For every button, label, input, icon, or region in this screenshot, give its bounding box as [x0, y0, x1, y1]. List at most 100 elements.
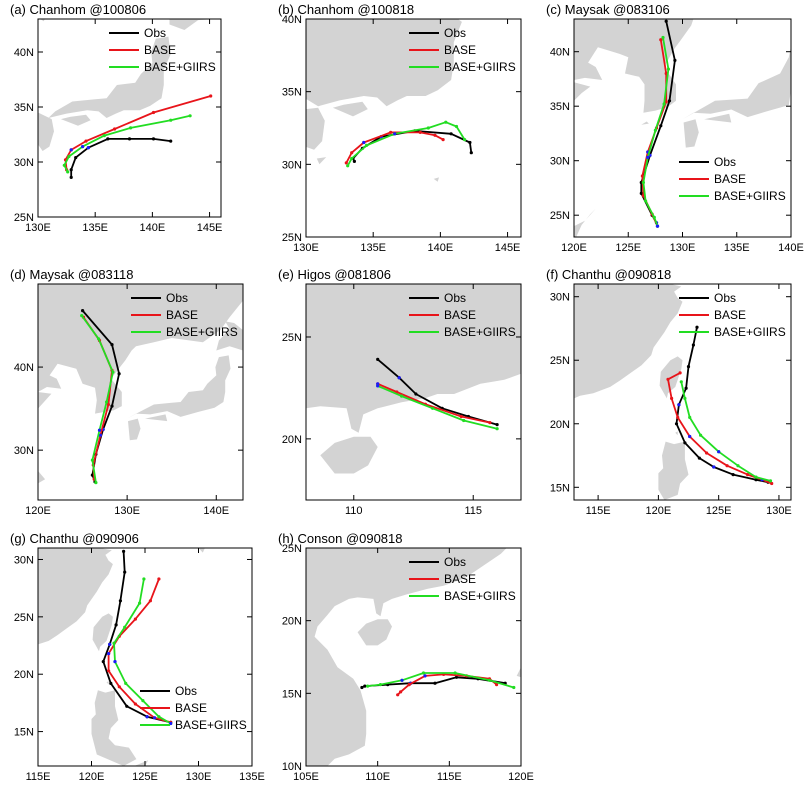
track-point: [469, 151, 473, 155]
track-point: [691, 343, 696, 347]
track-point: [106, 402, 110, 407]
track-point: [396, 693, 400, 697]
track-point: [639, 191, 643, 195]
x-tick-label: 135E: [360, 242, 386, 254]
land-area: [198, 548, 205, 553]
plot-frame: [37, 283, 244, 501]
land-area: [306, 284, 521, 433]
day-marker: [646, 155, 650, 159]
x-tick-label: 145E: [197, 222, 223, 234]
series-line-obs: [70, 137, 171, 178]
series-line-base-giirs: [63, 114, 191, 173]
track-point: [512, 685, 516, 690]
track-point: [679, 380, 683, 384]
map-layer: [306, 284, 521, 474]
x-tick-label: 125E: [706, 505, 732, 517]
legend-label: BASE: [166, 308, 198, 322]
track-point: [112, 641, 116, 645]
track-point: [169, 118, 173, 122]
plot-frame: [305, 283, 522, 501]
track-point: [148, 599, 152, 603]
legend-label: Obs: [166, 291, 188, 305]
track-point: [84, 139, 88, 143]
track-point: [169, 139, 173, 143]
track-point: [360, 685, 364, 690]
day-marker: [655, 224, 660, 228]
y-tick-label: 15N: [550, 482, 570, 494]
track-point: [652, 215, 656, 219]
legend-label: BASE: [444, 43, 476, 57]
panel-title: (h) Conson @090818: [278, 531, 403, 546]
x-tick-label: 120E: [25, 505, 51, 517]
day-marker: [97, 428, 102, 432]
track-point: [426, 126, 430, 130]
series-line-base: [107, 578, 171, 724]
x-tick-label: 125E: [615, 242, 641, 254]
track-point: [127, 137, 132, 141]
day-marker: [86, 146, 90, 150]
y-tick-label: 20N: [282, 434, 302, 446]
track-point: [725, 464, 729, 468]
track-point: [449, 132, 453, 136]
track-point: [123, 625, 127, 629]
x-tick-label: 115E: [437, 771, 462, 783]
track-point: [454, 124, 459, 129]
track-point: [125, 704, 129, 708]
x-tick-label: 115E: [26, 771, 51, 783]
day-marker: [107, 652, 111, 656]
legend-label: Obs: [175, 684, 197, 698]
track-point: [454, 675, 459, 679]
day-marker: [400, 678, 404, 682]
track-point: [695, 325, 699, 329]
x-tick-label: 130E: [670, 242, 696, 254]
track-point: [667, 99, 672, 103]
series-line-obs: [352, 129, 473, 162]
day-marker: [717, 450, 721, 454]
track-point: [110, 404, 114, 408]
legend-label: Obs: [444, 555, 466, 569]
panel-title: (d) Maysak @083118: [10, 267, 134, 282]
track-point: [495, 683, 499, 687]
track-point: [350, 156, 354, 161]
track-point: [352, 159, 356, 163]
x-tick-label: 130E: [114, 505, 140, 517]
land-area: [574, 284, 683, 399]
track-point: [754, 478, 758, 482]
legend-label: BASE+GIIRS: [166, 325, 238, 339]
track-point: [69, 168, 73, 172]
panel-title: (e) Higos @081806: [278, 267, 391, 282]
map-layer: [574, 19, 791, 237]
land-area: [574, 208, 596, 237]
x-tick-label: 120E: [646, 505, 672, 517]
day-marker: [712, 465, 716, 469]
track-point: [664, 19, 668, 23]
track-point: [678, 371, 682, 375]
land-area: [433, 177, 439, 182]
y-tick-label: 25N: [282, 543, 302, 555]
track-point: [659, 124, 663, 128]
track-point: [62, 163, 66, 167]
track-point: [107, 669, 111, 673]
track-point: [666, 377, 670, 381]
track-point: [699, 433, 703, 437]
track-point: [350, 151, 354, 155]
x-tick-label: 130E: [186, 771, 212, 783]
legend-label: BASE+GIIRS: [175, 718, 247, 732]
track-point: [344, 161, 348, 165]
land-area: [60, 114, 91, 126]
y-tick-label: 25N: [282, 332, 302, 344]
track-point: [670, 396, 674, 400]
track-point: [683, 441, 687, 445]
land-area: [38, 284, 243, 414]
day-marker: [81, 145, 85, 149]
land-area: [306, 19, 462, 107]
panel-title: (g) Chanthu @090906: [10, 531, 139, 546]
land-area: [169, 19, 221, 30]
track-point: [67, 154, 71, 159]
day-marker: [688, 434, 692, 439]
x-tick-label: 115E: [586, 505, 611, 517]
land-area: [704, 113, 732, 123]
series-line-base-giirs: [680, 381, 771, 482]
x-tick-label: 115: [464, 505, 482, 517]
